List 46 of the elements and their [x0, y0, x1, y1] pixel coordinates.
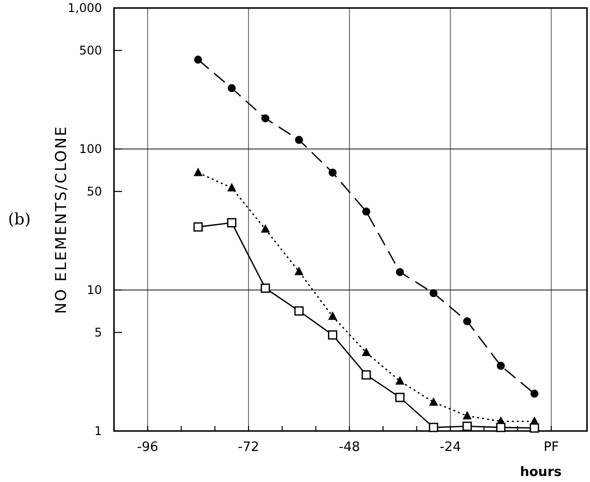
point — [530, 390, 538, 398]
y-tick-label: 1 — [94, 424, 102, 438]
point — [430, 289, 438, 298]
point — [328, 311, 338, 320]
y-axis-title: NO ELEMENTS/CLONE — [52, 125, 70, 314]
point — [395, 376, 404, 385]
point — [362, 348, 371, 356]
point — [328, 168, 337, 177]
point — [227, 218, 236, 228]
point — [396, 268, 404, 276]
point — [193, 222, 203, 232]
y-tick-label: 100 — [79, 142, 102, 156]
point — [428, 422, 438, 432]
x-tick-label: -96 — [137, 440, 158, 455]
y-tick-label: 5 — [94, 325, 102, 340]
point — [260, 284, 270, 293]
point — [294, 136, 303, 144]
point — [228, 84, 236, 92]
x-axis-title: hours — [520, 465, 562, 480]
point — [294, 306, 304, 316]
point — [227, 182, 236, 192]
point — [260, 224, 270, 233]
point — [362, 208, 370, 216]
point — [261, 114, 270, 122]
point — [462, 410, 472, 420]
point — [496, 362, 505, 370]
point — [294, 266, 304, 276]
point — [496, 422, 506, 432]
x-tick-label: -24 — [440, 440, 461, 455]
point — [328, 330, 338, 340]
text: (b) — [8, 210, 31, 228]
point — [530, 423, 540, 433]
point — [395, 392, 405, 402]
point — [429, 397, 438, 406]
y-tick-label: 10 — [86, 283, 102, 297]
point — [194, 56, 202, 64]
x-tick-label: -72 — [238, 440, 260, 455]
point — [462, 422, 472, 431]
y-tick-label: 50 — [86, 184, 102, 198]
point — [463, 317, 472, 326]
y-tick-label: 1,000 — [68, 1, 102, 15]
point — [194, 168, 203, 176]
point — [362, 370, 371, 380]
y-tick-label: 500 — [79, 43, 102, 58]
x-tick-label: -48 — [338, 440, 360, 455]
x-tick-label: PF — [544, 440, 559, 455]
